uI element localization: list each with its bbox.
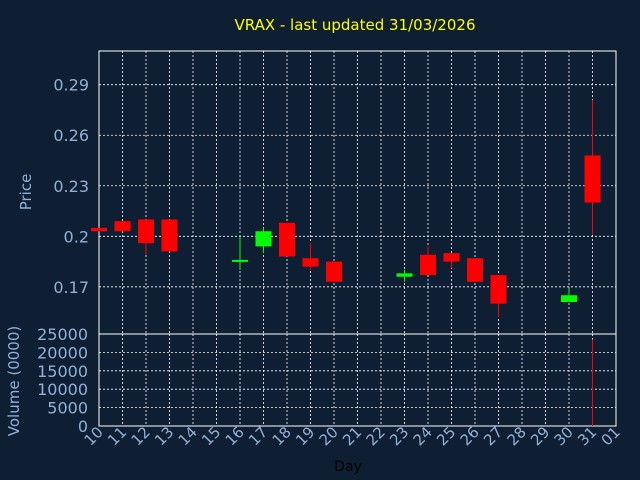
x-axis-label: Day	[334, 459, 362, 475]
candle-body	[114, 221, 131, 232]
price-panel: 0.17 0.2 0.23 0.26 0.29	[53, 50, 617, 335]
volume-tick-label: 10000	[37, 380, 88, 399]
price-tick-label: 0.29	[53, 76, 89, 95]
chart-title: VRAX - last updated 31/03/2026	[235, 16, 476, 34]
candle-body	[420, 254, 436, 276]
price-tick-label: 0.26	[53, 126, 89, 145]
candle-body	[443, 253, 460, 262]
volume-plot-frame	[98, 333, 617, 427]
candle-body	[232, 259, 248, 262]
candle-body	[161, 219, 178, 252]
volume-axis-label: Volume (0000)	[5, 326, 23, 436]
price-axis-label: Price	[17, 174, 35, 211]
candle-body	[138, 219, 154, 244]
candle-body	[490, 275, 507, 304]
candle-body	[396, 273, 413, 277]
candle-body	[91, 227, 107, 232]
candle-body	[326, 261, 342, 282]
candle-body	[467, 258, 483, 282]
x-axis: 1011121314151617181920212223242526272829…	[81, 423, 624, 449]
candle-body	[584, 155, 601, 203]
volume-tick-label: 15000	[37, 362, 88, 381]
candle-body	[255, 231, 272, 247]
volume-tick-label: 0	[78, 417, 88, 436]
price-tick-label: 0.17	[53, 278, 89, 297]
candle-body	[561, 295, 577, 302]
price-tick-label: 0.23	[53, 177, 89, 196]
price-tick-label: 0.2	[64, 227, 89, 246]
volume-tick-label: 25000	[37, 325, 88, 344]
candle-body	[279, 222, 295, 257]
candle-body	[302, 258, 319, 267]
volume-tick-label: 5000	[47, 399, 88, 418]
volume-tick-label: 20000	[37, 343, 88, 362]
